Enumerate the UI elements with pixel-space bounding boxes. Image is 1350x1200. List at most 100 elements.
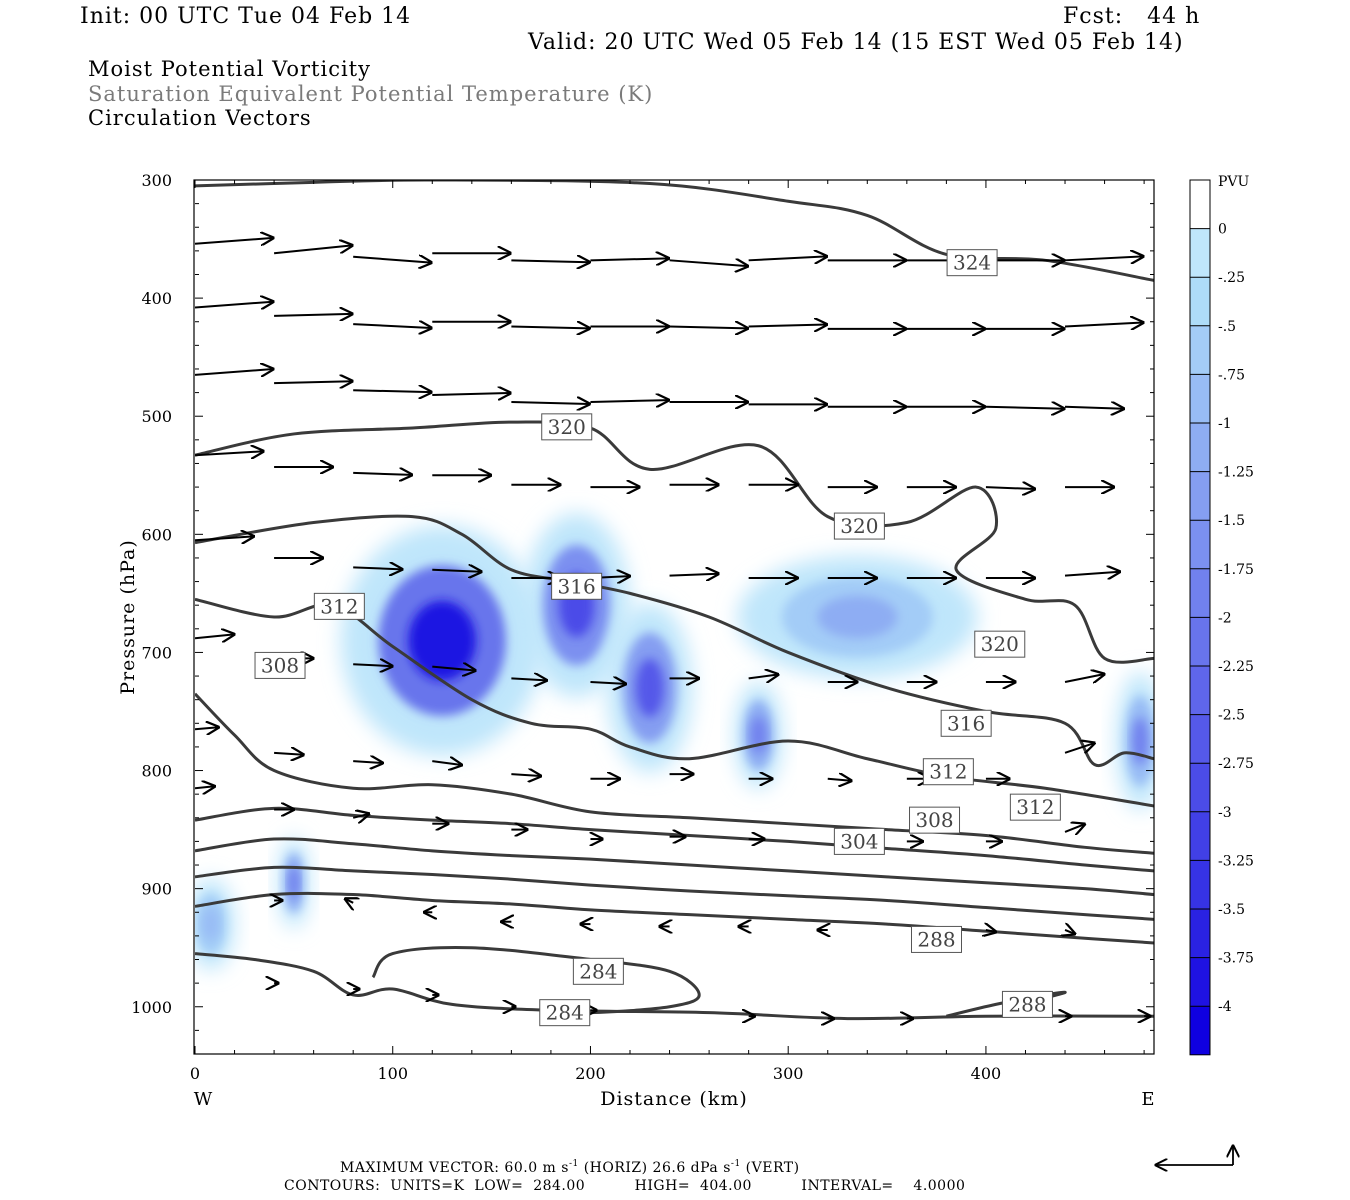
- pv-core-7: [202, 908, 219, 941]
- contour-label-text: 320: [840, 514, 878, 538]
- colorbar-cell: [1190, 520, 1210, 569]
- contour-label: 288: [1001, 990, 1053, 1018]
- pv-core-3: [817, 595, 898, 639]
- pv-core-4: [750, 716, 767, 754]
- colorbar-label: -.5: [1218, 319, 1236, 335]
- contour-284-10: [371, 945, 701, 1015]
- contour-label: 312: [313, 592, 365, 620]
- pv-shading: [195, 513, 1154, 971]
- contour-label: 320: [974, 630, 1026, 658]
- contour-label: 312: [922, 758, 974, 786]
- vector-arrow: [432, 667, 475, 671]
- colorbar-label: -3.25: [1218, 853, 1254, 869]
- pv-core-6: [288, 866, 300, 899]
- field-title-vectors: Circulation Vectors: [88, 106, 312, 130]
- vector-arrow: [353, 257, 431, 263]
- vector-arrow: [195, 727, 218, 729]
- pv-core-0: [408, 600, 476, 681]
- y-tick-label: 400: [141, 289, 172, 308]
- y-tick-label: 500: [141, 407, 172, 426]
- colorbar-label: -2.5: [1218, 708, 1245, 724]
- valid-time: Valid: 20 UTC Wed 05 Feb 14 (15 EST Wed …: [528, 30, 1184, 55]
- vector-arrow: [985, 407, 1064, 409]
- colorbar-label: -1.25: [1218, 465, 1254, 481]
- contour-label: 316: [551, 572, 603, 600]
- vector-arrow: [1064, 256, 1143, 260]
- colorbar-cell: [1190, 909, 1210, 958]
- x-tick-label: 200: [575, 1064, 606, 1083]
- field-title-pv: Moist Potential Vorticity: [88, 57, 371, 81]
- max-vector-note: MAXIMUM VECTOR: 60.0 m s-1 (HORIZ) 26.6 …: [340, 1159, 800, 1176]
- vector-arrow: [353, 473, 412, 475]
- colorbar-cell: [1190, 471, 1210, 521]
- contour-label: 316: [940, 709, 992, 737]
- vector-arrow: [669, 574, 719, 576]
- vector-arrow: [195, 634, 234, 638]
- colorbar-label: -.75: [1218, 367, 1245, 383]
- vector-arrow: [353, 567, 402, 569]
- x-tick-label: 100: [377, 1064, 408, 1083]
- vector-arrow: [748, 325, 827, 327]
- vector-arrow: [353, 324, 431, 328]
- contour-label-text: 308: [261, 653, 299, 677]
- x-axis-west-label: W: [194, 1089, 213, 1110]
- colorbar: 0 -.25 -.5 -.75 -1 -1.25 -1.5 -1.75 -2 -2.25 -2.5 -…: [1189, 179, 1254, 1056]
- contour-label-text: 320: [981, 632, 1019, 656]
- vector-arrow: [986, 930, 996, 932]
- y-tick-label: 300: [141, 171, 172, 190]
- contour-304-5: [195, 806, 1154, 873]
- contour-label: 320: [833, 512, 885, 540]
- vector-arrow: [352, 814, 369, 818]
- colorbar-cell: [1190, 228, 1210, 278]
- x-tick-label: 300: [773, 1064, 804, 1083]
- colorbar-label: -2.75: [1218, 756, 1254, 772]
- vector-arrow: [195, 302, 273, 308]
- colorbar-label: -.25: [1218, 270, 1245, 286]
- colorbar-cell: [1190, 811, 1210, 861]
- vector-arrow: [511, 774, 540, 776]
- contour-300-6: [195, 837, 1154, 897]
- contour-label-text: 316: [558, 574, 596, 598]
- colorbar-cell: [1190, 374, 1210, 423]
- contour-label-text: 308: [915, 808, 953, 832]
- contour-316-2: [195, 514, 1154, 768]
- vector-arrow: [748, 675, 778, 679]
- vector-arrow: [274, 381, 352, 383]
- colorbar-label: -3.5: [1218, 902, 1245, 918]
- colorbar-label: -2.25: [1218, 659, 1254, 675]
- vector-arrow: [1064, 407, 1124, 409]
- vector-arrow: [274, 753, 303, 755]
- circulation-vectors: [195, 238, 1150, 1019]
- contour-296-7: [195, 865, 1154, 921]
- forecast-hour: Fcst: 44 h: [1063, 4, 1201, 29]
- y-tick-label: 600: [141, 525, 172, 544]
- colorbar-cell: [1190, 1006, 1210, 1055]
- init-time: Init: 00 UTC Tue 04 Feb 14: [80, 4, 412, 29]
- x-tick-label: 400: [971, 1064, 1002, 1083]
- vector-arrow: [748, 256, 827, 260]
- colorbar-cell: [1190, 957, 1210, 1007]
- vector-arrow: [827, 779, 851, 781]
- vector-arrow: [590, 682, 625, 684]
- colorbar-label: -3.75: [1218, 951, 1254, 967]
- y-tick-label: 700: [141, 643, 172, 662]
- contour-label-text: 288: [917, 927, 955, 951]
- contour-288-9: [195, 952, 1154, 1021]
- contour-292-8: [195, 891, 1154, 945]
- x-axis-east-label: E: [1141, 1089, 1154, 1110]
- contour-label-text: 312: [1016, 795, 1054, 819]
- vector-arrow: [274, 314, 352, 316]
- colorbar-label: 0: [1218, 222, 1227, 238]
- vector-arrow: [432, 761, 461, 765]
- colorbar-cell: [1190, 617, 1210, 666]
- vector-arrow: [1064, 572, 1120, 576]
- contour-label: 304: [833, 827, 885, 855]
- contour-label: 308: [254, 651, 306, 679]
- colorbar-label: -3: [1218, 805, 1232, 821]
- y-axis-label: Pressure (hPa): [117, 539, 139, 695]
- vector-arrow: [590, 400, 668, 402]
- vector-arrow: [195, 451, 263, 455]
- vector-arrow: [353, 761, 382, 763]
- x-tick-label: 0: [190, 1064, 200, 1083]
- contour-label-text: 284: [579, 959, 617, 983]
